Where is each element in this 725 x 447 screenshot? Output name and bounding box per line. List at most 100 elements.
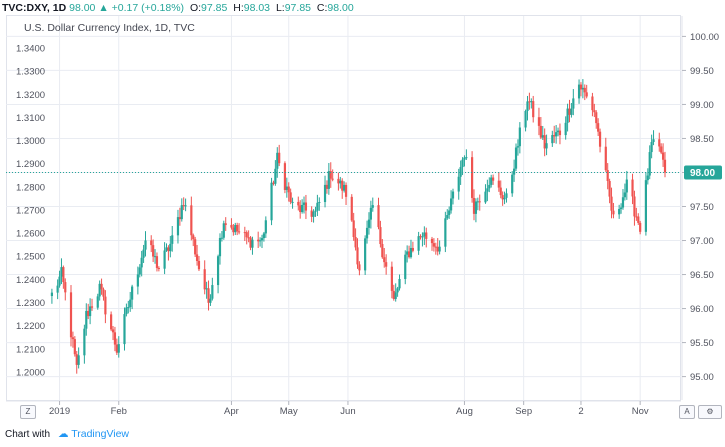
candle-body — [436, 246, 439, 252]
right-axis-tick-label: 96.50 — [690, 270, 714, 281]
candle-body — [392, 290, 395, 299]
candle-body — [541, 135, 544, 138]
tradingview-logo[interactable]: ☁ TradingView — [58, 428, 129, 440]
candle-body — [497, 180, 500, 188]
tradingview-brand: TradingView — [71, 428, 130, 440]
candle-body — [490, 177, 493, 185]
candle-body — [457, 176, 460, 192]
candle-body — [237, 231, 241, 233]
candle-body — [337, 178, 340, 184]
zoom-button[interactable]: Z — [20, 405, 36, 419]
candlestick-chart[interactable]: 1.3400 1.3300 1.3200 1.3100 1.3000 1.2900 1.28… — [0, 0, 725, 425]
candle-body — [390, 266, 393, 291]
candle-body — [245, 232, 248, 238]
candle-body — [102, 289, 105, 297]
candle-body — [501, 195, 504, 200]
candle-body — [532, 101, 535, 118]
candle-body — [216, 256, 220, 286]
candle-body — [50, 292, 54, 297]
candle-body — [302, 202, 306, 205]
candle-body — [222, 223, 225, 238]
candle-body — [432, 243, 435, 247]
time-axis[interactable]: 2019 Feb Apr May Jun Aug Sep 2 Nov — [6, 400, 681, 417]
candle-body — [579, 84, 583, 90]
candle-body — [203, 269, 206, 290]
candle-body — [568, 108, 571, 115]
candle-body — [514, 147, 518, 169]
candle-body — [190, 205, 193, 236]
candle-body — [492, 177, 495, 181]
candle-body — [197, 260, 201, 270]
candle-body — [142, 249, 145, 258]
candle-body — [476, 201, 479, 203]
right-axis-tick-label: 99.50 — [690, 66, 714, 77]
candle-body — [270, 182, 273, 221]
right-axis-tick-label: 98.50 — [690, 134, 714, 145]
candle-body — [323, 184, 327, 203]
candle-body — [625, 179, 628, 193]
settings-gear-icon[interactable]: ⚙ — [698, 405, 722, 419]
left-axis-tick-label: 1.2300 — [16, 298, 45, 309]
candle-body — [62, 267, 65, 283]
candle-body — [350, 196, 353, 221]
candle-body — [658, 139, 661, 147]
candle-body — [556, 130, 560, 133]
candle-body — [176, 217, 180, 236]
candle-body — [358, 264, 361, 271]
candle-body — [516, 146, 520, 148]
candle-body — [129, 299, 132, 308]
candle-body — [577, 84, 581, 99]
candle-body — [537, 117, 541, 126]
candle-body — [194, 239, 197, 255]
candle-body — [249, 237, 252, 248]
candle-body — [100, 283, 103, 290]
candle-body — [117, 344, 120, 353]
candle-body — [144, 240, 147, 250]
candle-body — [87, 310, 90, 317]
symbol-name[interactable]: TVC:DXY, 1D — [2, 2, 67, 14]
candle-body — [98, 283, 101, 297]
close-label: C: — [316, 2, 328, 14]
candle-body — [465, 157, 468, 159]
candle-body — [543, 135, 546, 149]
candle-body — [425, 232, 428, 239]
candle-body — [591, 96, 594, 111]
left-axis-tick-label: 1.2500 — [16, 252, 45, 263]
candle-body — [83, 328, 86, 356]
grid — [6, 16, 681, 400]
candle-body — [352, 220, 355, 238]
time-axis-tick-label: Jun — [340, 406, 355, 417]
footer: Chart with ☁ TradingView — [0, 425, 725, 447]
candle-body — [530, 101, 533, 103]
candle-body — [661, 152, 665, 160]
candle-body — [612, 210, 615, 215]
candle-body — [136, 274, 139, 287]
time-axis-tick-label: May — [280, 406, 298, 417]
candle-body — [545, 143, 548, 149]
candle-body — [260, 238, 264, 241]
candle-body — [236, 224, 239, 232]
candle-body — [513, 168, 516, 175]
candle-body — [650, 142, 653, 153]
symbol-header: TVC:DXY, 1D 98.00 ▲ +0.17 (+0.18%) O:97.… — [0, 0, 725, 16]
candle-body — [224, 223, 227, 225]
left-axis-tick-label: 1.2900 — [16, 159, 45, 170]
candle-body — [505, 193, 508, 198]
last-price-tag: 98.00 — [684, 165, 722, 180]
candle-body — [163, 250, 166, 269]
candle-body — [234, 224, 237, 233]
auto-scale-button[interactable]: A — [679, 405, 695, 419]
candle-body — [75, 354, 78, 365]
last-price: 98.00 — [69, 2, 96, 14]
left-price-axis[interactable]: 1.3400 1.3300 1.3200 1.3100 1.3000 1.2900 1.28… — [16, 44, 45, 379]
candle-body — [60, 267, 63, 277]
candle-body — [207, 288, 210, 303]
right-price-axis[interactable]: 100.00 99.50 99.00 98.50 98.00 97.50 97.00 96.5… — [681, 16, 719, 400]
left-axis-tick-label: 1.2100 — [16, 344, 45, 355]
candle-body — [409, 247, 413, 258]
candle-body — [621, 197, 625, 208]
candle-body — [138, 267, 141, 275]
candle-body — [639, 222, 642, 232]
candle-body — [406, 251, 409, 255]
candle-body — [555, 132, 558, 137]
